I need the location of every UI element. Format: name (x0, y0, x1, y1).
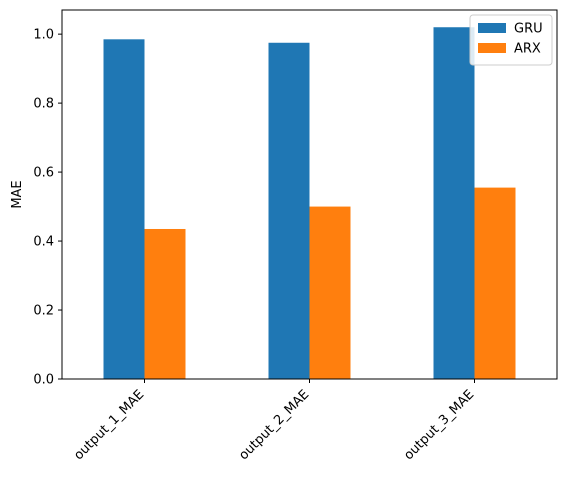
y-tick-label: 0.6 (33, 166, 54, 181)
y-tick-label: 0.0 (33, 373, 54, 388)
y-axis: 0.0 0.2 0.4 0.6 0.8 1.0 (33, 28, 62, 388)
x-axis: output_1_MAE output_2_MAE output_3_MAE (71, 379, 477, 463)
legend-swatch-gru (478, 23, 506, 33)
legend-label-gru: GRU (514, 22, 543, 37)
y-tick-label: 0.4 (33, 235, 54, 250)
legend: GRU ARX (469, 14, 553, 66)
x-tick-label: output_1_MAE (71, 387, 147, 463)
x-tick-label: output_2_MAE (236, 387, 312, 463)
legend-label-arx: ARX (514, 42, 541, 57)
y-tick-label: 1.0 (33, 28, 54, 43)
bar-arx-2 (309, 206, 351, 379)
bar-gru-3 (433, 27, 475, 380)
bar-gru-2 (268, 42, 310, 379)
bars-group (103, 27, 516, 380)
legend-swatch-arx (478, 43, 506, 53)
y-axis-label: MAE (10, 180, 25, 208)
y-tick-label: 0.8 (33, 97, 54, 112)
y-tick-label: 0.2 (33, 304, 54, 319)
bar-gru-1 (103, 39, 145, 380)
x-tick-label: output_3_MAE (401, 387, 477, 463)
bar-arx-3 (474, 187, 516, 379)
bar-arx-1 (144, 228, 186, 379)
